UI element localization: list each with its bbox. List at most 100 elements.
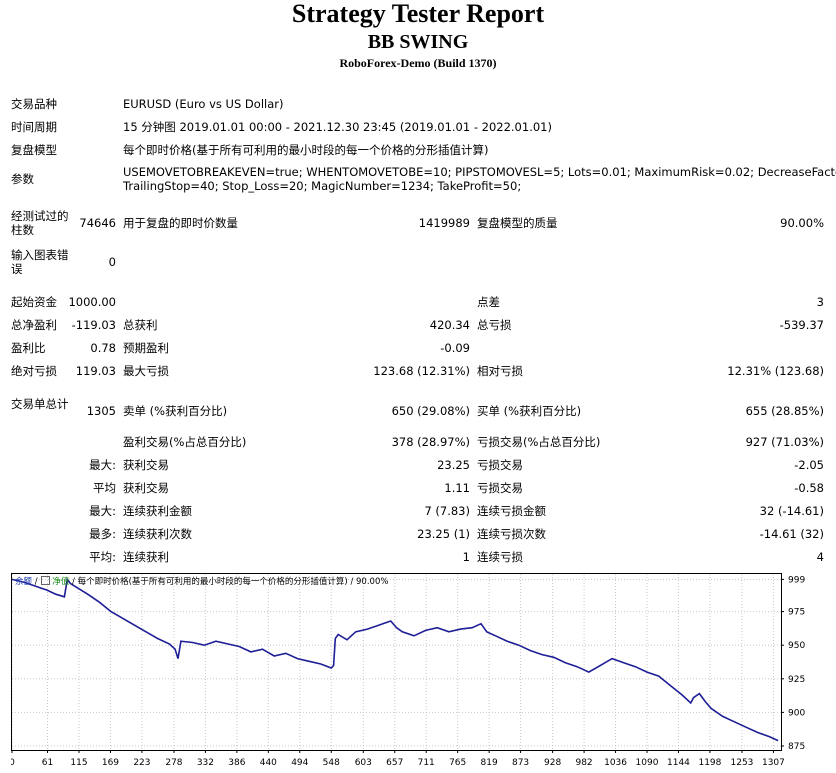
y-tick-label: 925: [788, 675, 805, 685]
x-tick-label: 1036: [604, 758, 627, 768]
y-tick-label: 900: [788, 708, 805, 718]
legend-equity: 净值: [52, 577, 70, 587]
average-profit-label: 获利交易: [123, 481, 169, 495]
legend-separator: /: [72, 577, 75, 587]
x-tick-label: 169: [102, 758, 119, 768]
absolute-drawdown-value: 119.03: [75, 364, 116, 378]
maximal-profit-label: 连续获利次数: [123, 527, 192, 541]
x-tick-label: 765: [449, 758, 466, 768]
net-profit-label: 总净盈利: [11, 318, 57, 332]
x-tick-label: 1307: [762, 758, 785, 768]
average-consecutive-losses-value: 4: [816, 550, 824, 564]
x-tick-label: 0: [11, 758, 15, 768]
average-loss-value: -0.58: [794, 481, 824, 495]
profit-trades-label: 盈利交易(%占总百分比): [123, 435, 247, 449]
x-tick-label: 1198: [698, 758, 721, 768]
maximal-profit-value: 23.25 (1): [417, 527, 470, 541]
average-profit-value: 1.11: [444, 481, 470, 495]
expert-name: BB SWING: [367, 31, 469, 53]
average-loss-label: 亏损交易: [477, 481, 523, 495]
x-tick-label: 928: [544, 758, 561, 768]
total-trades-value: 1305: [86, 404, 116, 418]
spread-label: 点差: [477, 295, 500, 309]
x-tick-label: 386: [228, 758, 245, 768]
x-tick-label: 1253: [731, 758, 754, 768]
maximal-drawdown-label: 最大亏损: [123, 364, 169, 378]
x-tick-label: 1144: [667, 758, 690, 768]
params-line-1: USEMOVETOBREAKEVEN=true; WHENTOMOVETOBE=…: [123, 165, 836, 179]
gross-profit-value: 420.34: [429, 318, 470, 332]
y-tick-label: 975: [788, 608, 805, 618]
largest-loss-label: 亏损交易: [477, 458, 523, 472]
x-tick-label: 548: [323, 758, 340, 768]
x-tick-label: 819: [481, 758, 498, 768]
params-label: 参数: [11, 172, 34, 186]
total-trades-label: 交易单总计: [11, 397, 69, 411]
max-consecutive-label: 最大:: [89, 504, 116, 518]
loss-trades-label: 亏损交易(%占总百分比): [477, 435, 601, 449]
bars-value: 74646: [79, 216, 116, 230]
legend-equity-box-icon: [41, 576, 51, 585]
errors-value: 0: [108, 255, 116, 269]
quality-value: 90.00%: [780, 216, 824, 230]
short-positions-label: 卖单 (%获利百分比): [123, 404, 228, 418]
chart-legend: 余额 / 净值 / 每个即时价格(基于所有可利用的最小时段的每一个价格的分形插值…: [15, 576, 388, 587]
relative-drawdown-value: 12.31% (123.68): [727, 364, 824, 378]
x-tick-label: 873: [512, 758, 529, 768]
y-tick-label: 999: [788, 575, 805, 585]
errors-label: 输入图表错误: [11, 248, 69, 276]
profit-factor-label: 盈利比: [11, 341, 46, 355]
gross-loss-label: 总亏损: [477, 318, 512, 332]
average-consecutive-label: 平均:: [89, 550, 116, 564]
x-tick-label: 115: [70, 758, 87, 768]
x-tick-label: 711: [418, 758, 435, 768]
max-consecutive-wins-value: 7 (7.83): [424, 504, 470, 518]
x-tick-label: 440: [260, 758, 277, 768]
plot-frame: [11, 573, 782, 751]
balance-line: [11, 577, 779, 742]
maximal-label: 最多:: [89, 527, 116, 541]
x-tick-label: 61: [42, 758, 53, 768]
x-tick-label: 223: [133, 758, 150, 768]
model-value: 每个即时价格(基于所有可利用的最小时段的每一个价格的分形插值计算): [123, 143, 489, 157]
maximal-loss-value: -14.61 (32): [759, 527, 824, 541]
symbol-label: 交易品种: [11, 97, 57, 111]
params-line-2: TrailingStop=40; Stop_Loss=20; MagicNumb…: [123, 179, 522, 193]
net-profit-value: -119.03: [71, 318, 116, 332]
bars-label: 经测试过的柱数: [11, 209, 69, 237]
loss-trades-value: 927 (71.03%): [745, 435, 824, 449]
gross-loss-value: -539.37: [779, 318, 824, 332]
relative-drawdown-label: 相对亏损: [477, 364, 523, 378]
short-positions-value: 650 (29.08%): [391, 404, 470, 418]
max-consecutive-wins-label: 连续获利金额: [123, 504, 192, 518]
average-consecutive-wins-label: 连续获利: [123, 550, 169, 564]
max-consecutive-losses-label: 连续亏损金额: [477, 504, 546, 518]
long-positions-label: 买单 (%获利百分比): [477, 404, 582, 418]
model-label: 复盘模型: [11, 143, 57, 157]
quality-label: 复盘模型的质量: [477, 216, 558, 230]
average-consecutive-wins-value: 1: [462, 550, 470, 564]
largest-label: 最大:: [89, 458, 116, 472]
x-tick-label: 982: [575, 758, 592, 768]
x-tick-label: 603: [355, 758, 372, 768]
largest-loss-value: -2.05: [794, 458, 824, 472]
spread-value: 3: [816, 295, 824, 309]
symbol-value: EURUSD (Euro vs US Dollar): [123, 97, 284, 111]
y-tick-label: 875: [788, 742, 805, 752]
x-tick-label: 657: [386, 758, 403, 768]
gross-profit-label: 总获利: [123, 318, 158, 332]
ticks-label: 用于复盘的即时价数量: [123, 216, 238, 230]
legend-separator: /: [350, 577, 354, 587]
period-value: 15 分钟图 2019.01.01 00:00 - 2021.12.30 23:…: [123, 120, 552, 134]
balance-chart-svg: 0 61 115 169 223 278 332 386 440 494 548 603 657 711 7…: [11, 573, 805, 768]
period-label: 时间周期: [11, 120, 57, 134]
y-tick-label: 950: [788, 641, 805, 651]
absolute-drawdown-label: 绝对亏损: [11, 364, 57, 378]
largest-profit-value: 23.25: [437, 458, 470, 472]
maximal-drawdown-value: 123.68 (12.31%): [373, 364, 470, 378]
legend-quality: 90.00%: [356, 577, 389, 587]
legend-separator: /: [34, 577, 38, 587]
largest-profit-label: 获利交易: [123, 458, 169, 472]
long-positions-value: 655 (28.85%): [745, 404, 824, 418]
deposit-label: 起始资金: [11, 295, 57, 309]
